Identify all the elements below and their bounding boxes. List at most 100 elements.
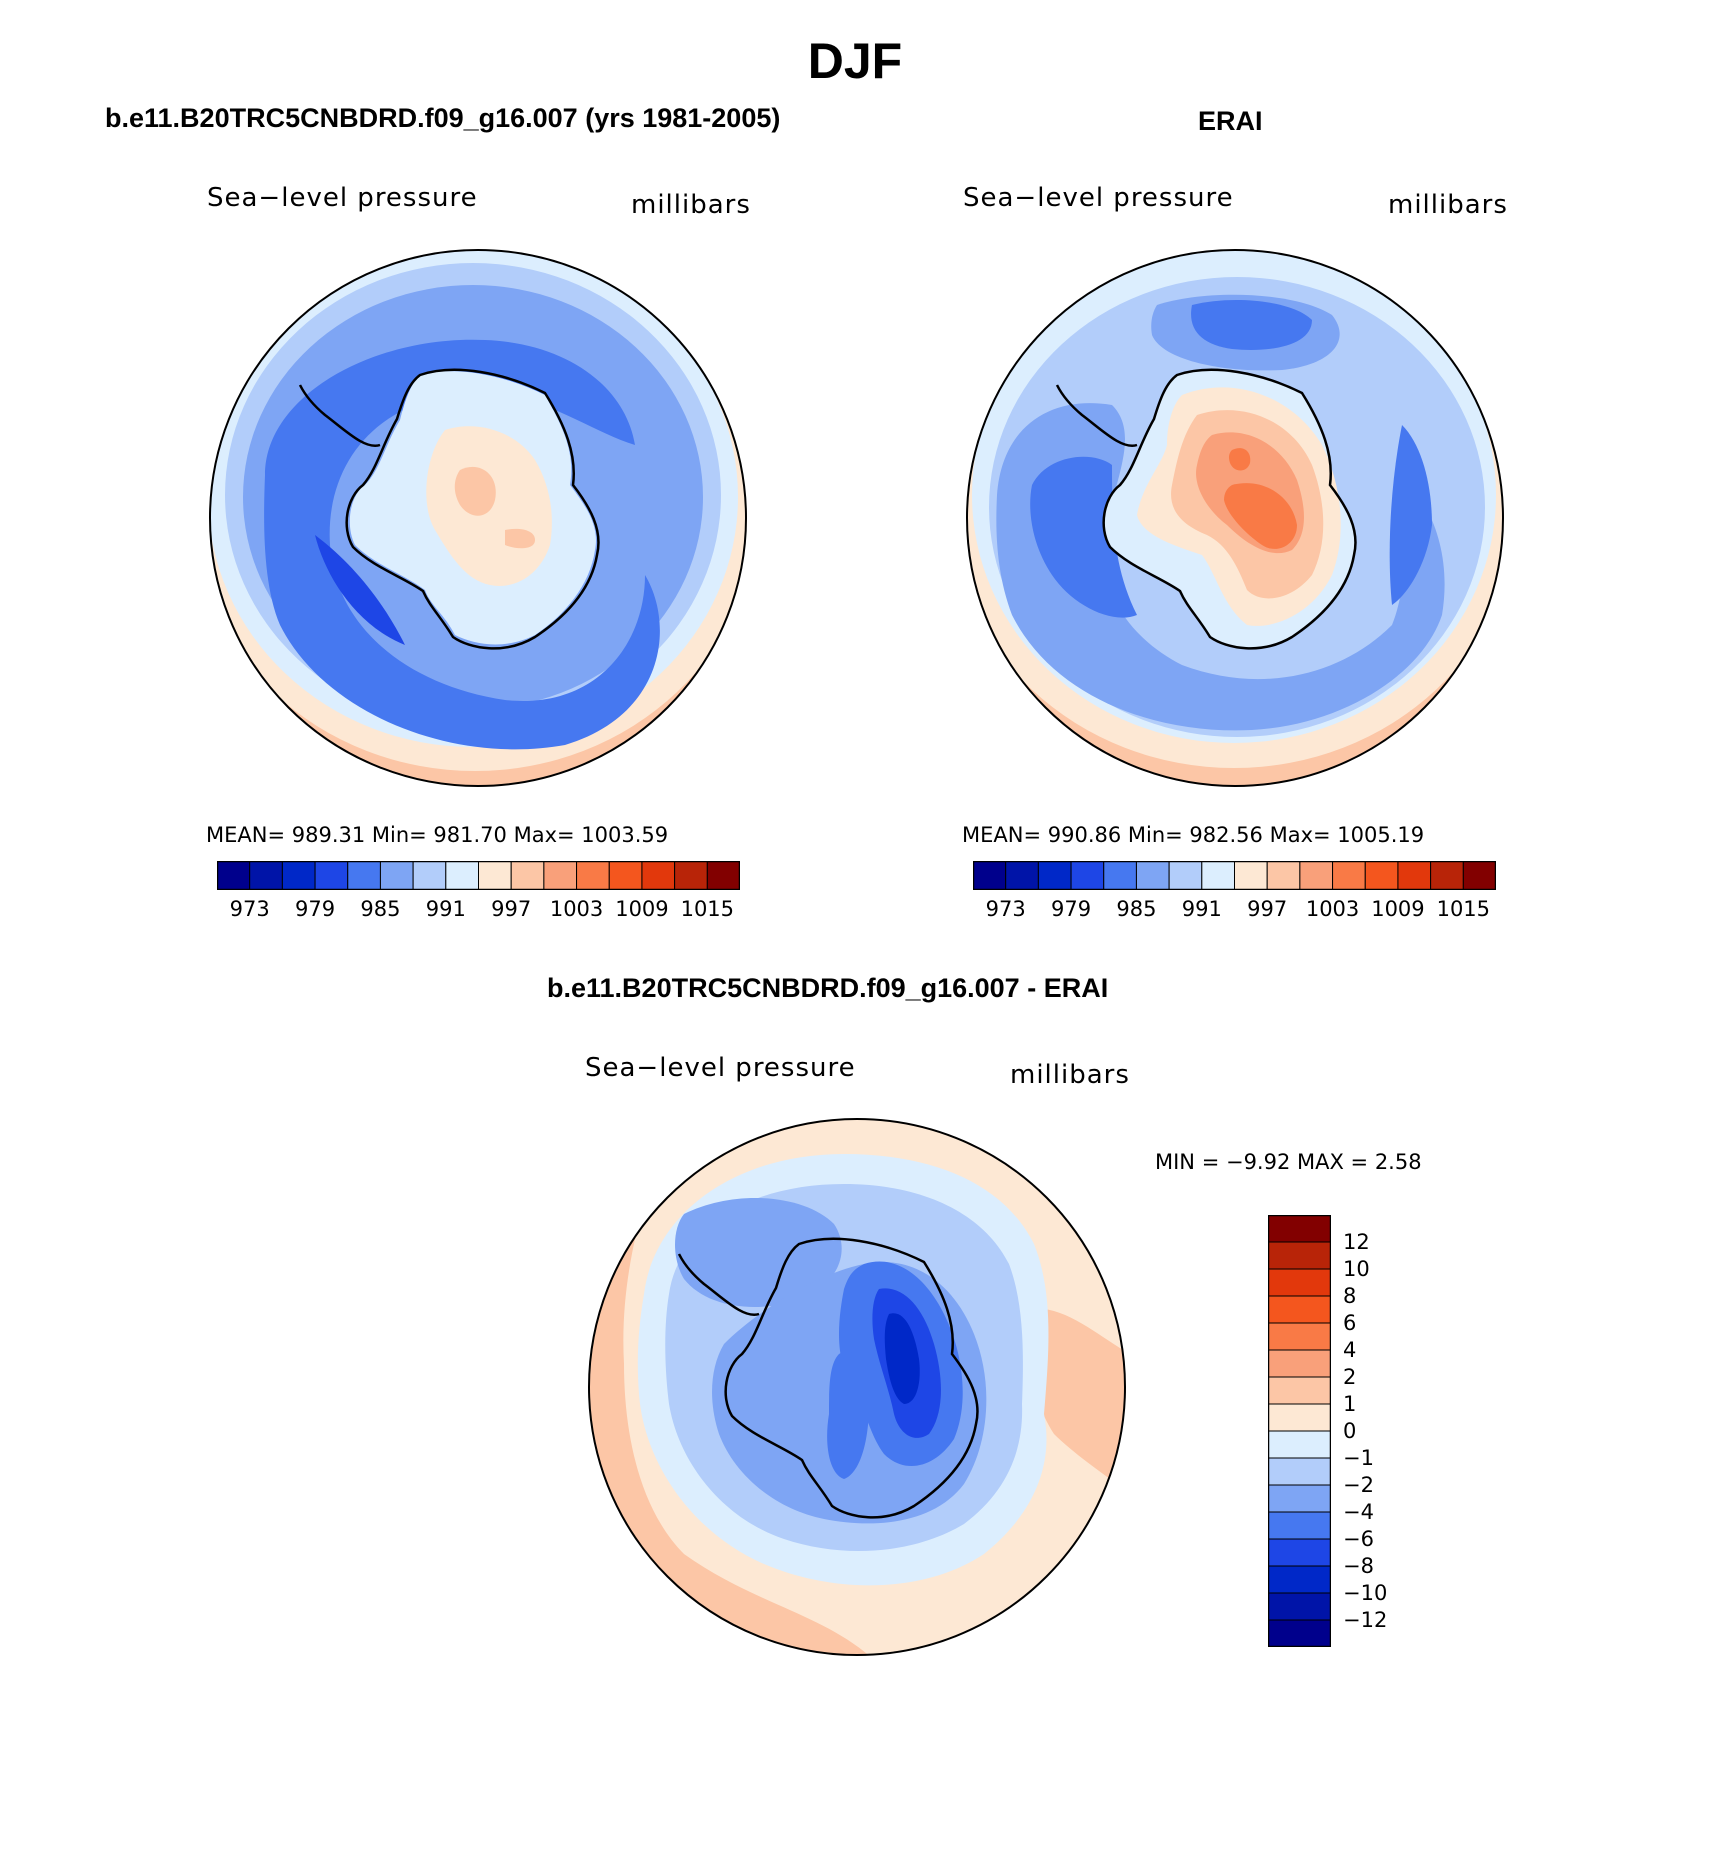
p2-field-low-east xyxy=(1389,425,1432,605)
p1-coastline-antarctica xyxy=(345,368,600,650)
panel-2-colorbar-swatch xyxy=(1332,861,1366,890)
panel-3-colorbar xyxy=(1268,1215,1331,1647)
panel-3-colorbar-swatch xyxy=(1268,1538,1331,1567)
panel-1-title: b.e11.B20TRC5CNBDRD.f09_g16.007 (yrs 198… xyxy=(105,103,781,133)
panel-1-colorbar-swatch xyxy=(314,861,349,890)
panel-1-colorbar-swatch xyxy=(608,861,643,890)
panel-2-units-label: millibars xyxy=(1388,190,1508,220)
p1-field-lowest xyxy=(315,535,405,645)
p1-coastline-peninsula xyxy=(298,384,381,448)
figure-title: DJF xyxy=(807,33,903,89)
p1-field-high-patch xyxy=(505,528,535,549)
p3-field-low-core xyxy=(884,1313,920,1404)
panel-2-colorbar-swatch xyxy=(1201,861,1235,890)
p3-field-west-positive xyxy=(589,1119,874,1655)
panel-1-colorbar-labels: 973 979 985 991 997 1003 1009 1015 xyxy=(217,897,740,925)
panel-3-colorbar-swatch xyxy=(1268,1430,1331,1459)
panel-2-colorbar-tick-label: 1009 xyxy=(1371,897,1425,921)
panel-2-stats: MEAN= 990.86 Min= 982.56 Max= 1005.19 xyxy=(962,823,1425,847)
panel-1-colorbar-tick-label: 1015 xyxy=(680,897,735,921)
p2-field-high-patch xyxy=(1228,448,1251,471)
panel-1-colorbar-swatch xyxy=(576,861,610,890)
panel-3-colorbar-swatch xyxy=(1268,1565,1331,1594)
p2-map-boundary xyxy=(966,249,1504,787)
panel-3-title: b.e11.B20TRC5CNBDRD.f09_g16.007 - ERAI xyxy=(547,973,1109,1003)
panel-2-map xyxy=(966,249,1504,787)
panel-1-colorbar-swatch xyxy=(412,861,447,890)
panel-3-colorbar-swatch xyxy=(1268,1241,1331,1270)
panel-3-colorbar-swatch xyxy=(1268,1511,1331,1540)
p1-field-high-core xyxy=(454,466,496,516)
p1-map-boundary xyxy=(209,249,747,787)
panel-3-variable-label: Sea−level pressure xyxy=(585,1053,856,1083)
panel-2-colorbar-tick-label: 991 xyxy=(1181,897,1222,921)
panel-3-colorbar-tick-label: 4 xyxy=(1343,1338,1357,1362)
panel-3-colorbar-frame xyxy=(1268,1215,1331,1647)
panel-2-colorbar-tick-label: 973 xyxy=(985,897,1026,921)
p3-coastline-peninsula xyxy=(677,1253,760,1317)
p2-field-high-core xyxy=(1224,483,1297,549)
panel-2-colorbar-swatch xyxy=(1234,861,1268,890)
panel-2-colorbar-labels: 973 979 985 991 997 1003 1009 1015 xyxy=(973,897,1496,925)
panel-3-colorbar-swatch xyxy=(1268,1349,1331,1378)
panel-3-colorbar-tick-label: 12 xyxy=(1343,1230,1370,1254)
panel-2-colorbar-tick-label: 985 xyxy=(1116,897,1157,921)
panel-1-colorbar-swatch xyxy=(543,861,578,890)
panel-1-colorbar-swatch xyxy=(217,861,251,890)
panel-1-units-label: millibars xyxy=(631,190,751,220)
panel-2-colorbar-tick-label: 1015 xyxy=(1436,897,1491,921)
panel-1-colorbar-swatch xyxy=(379,861,414,890)
panel-2-colorbar-swatch xyxy=(1397,861,1432,890)
panel-1-colorbar-tick-label: 997 xyxy=(491,897,532,921)
p3-field-low-4-south xyxy=(827,1351,869,1479)
panel-1-colorbar-swatch xyxy=(347,861,381,890)
panel-2-colorbar-swatch xyxy=(1070,861,1105,890)
p3-map-boundary xyxy=(588,1118,1126,1656)
panel-2-colorbar-swatch xyxy=(1135,861,1170,890)
panel-1-colorbar xyxy=(217,861,740,890)
panel-3-colorbar-tick-label: 0 xyxy=(1343,1419,1357,1443)
panel-3-colorbar-swatch xyxy=(1268,1376,1331,1405)
panel-1-colorbar-frame xyxy=(217,861,740,890)
panel-3-colorbar-swatch xyxy=(1268,1484,1331,1513)
panel-1-colorbar-tick-label: 973 xyxy=(229,897,270,921)
panel-3-colorbar-swatch xyxy=(1268,1215,1331,1243)
panel-3-colorbar-tick-label: −10 xyxy=(1343,1581,1388,1605)
p2-field-low-north-core xyxy=(1191,300,1312,350)
p3-field-low-north xyxy=(675,1197,842,1307)
panel-1-colorbar-swatch xyxy=(510,861,545,890)
panel-3-map xyxy=(588,1118,1126,1656)
panel-3-colorbar-tick-label: 8 xyxy=(1343,1284,1357,1308)
panel-1-stats: MEAN= 989.31 Min= 981.70 Max= 1003.59 xyxy=(206,823,669,847)
panel-3-colorbar-swatch xyxy=(1268,1457,1331,1486)
panel-1-colorbar-swatch xyxy=(674,861,708,890)
panel-1-colorbar-swatch xyxy=(706,861,740,890)
panel-3-colorbar-tick-label: −2 xyxy=(1343,1473,1374,1497)
panel-2-variable-label: Sea−level pressure xyxy=(963,183,1234,213)
panel-3-colorbar-tick-label: −12 xyxy=(1343,1608,1388,1632)
panel-1-colorbar-swatch xyxy=(478,861,512,890)
panel-3-colorbar-swatch xyxy=(1268,1619,1331,1647)
panel-2-colorbar-swatch xyxy=(1299,861,1334,890)
panel-3-colorbar-tick-label: 10 xyxy=(1343,1257,1370,1281)
p2-coastline-antarctica xyxy=(1102,368,1357,650)
panel-3-stats: MIN = −9.92 MAX = 2.58 xyxy=(1155,1150,1422,1174)
panel-3-colorbar-tick-label: 6 xyxy=(1343,1311,1357,1335)
panel-3-colorbar-tick-label: 1 xyxy=(1343,1392,1357,1416)
panel-2-colorbar-frame xyxy=(973,861,1496,890)
p2-coastline-peninsula xyxy=(1055,384,1138,448)
panel-3-colorbar-swatch xyxy=(1268,1403,1331,1432)
panel-2-colorbar-tick-label: 979 xyxy=(1051,897,1092,921)
panel-1-colorbar-tick-label: 1003 xyxy=(549,897,604,921)
panel-3-colorbar-swatch xyxy=(1268,1295,1331,1324)
p3-coastline-antarctica xyxy=(724,1237,979,1519)
panel-2-colorbar-swatch xyxy=(1037,861,1072,890)
p1-field-low-ring xyxy=(264,339,660,750)
panel-3-units-label: millibars xyxy=(1010,1060,1130,1090)
panel-2-colorbar-tick-label: 1003 xyxy=(1305,897,1360,921)
panel-1-colorbar-tick-label: 985 xyxy=(360,897,401,921)
panel-1-colorbar-tick-label: 979 xyxy=(295,897,336,921)
panel-2-colorbar-swatch xyxy=(1364,861,1399,890)
panel-1-map xyxy=(209,249,747,787)
panel-3-colorbar-swatch xyxy=(1268,1268,1331,1297)
